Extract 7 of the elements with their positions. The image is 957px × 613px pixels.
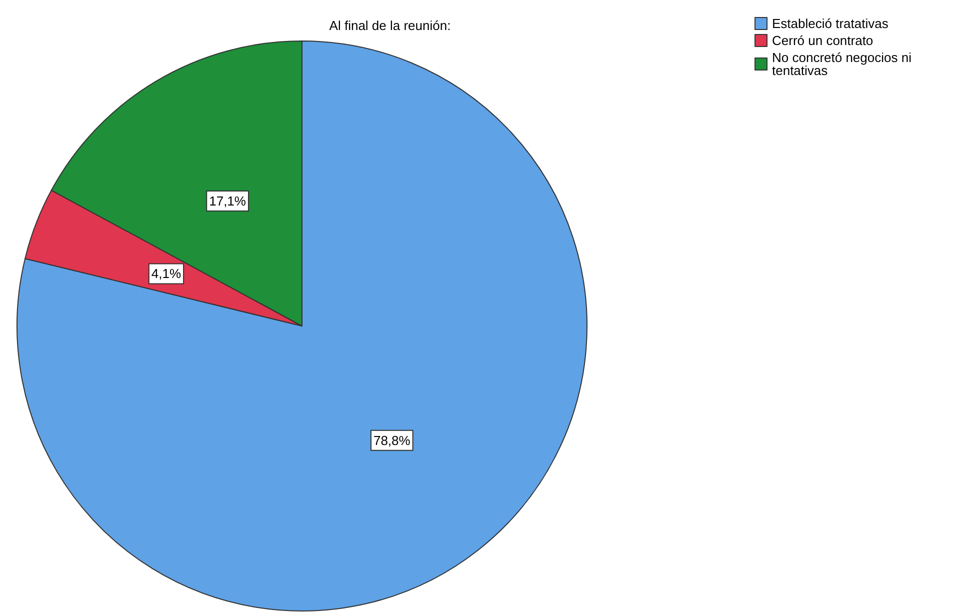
chart-title: Al final de la reunión:	[329, 18, 451, 33]
legend-label: Cerró un contrato	[772, 33, 874, 48]
data-label: 17,1%	[209, 193, 246, 208]
data-label: 4,1%	[151, 266, 182, 282]
data-label: 78,8%	[373, 432, 411, 448]
legend-label: Estableció tratativas	[772, 16, 889, 31]
legend-label: No concretó negocios ni tentativas	[772, 50, 916, 78]
